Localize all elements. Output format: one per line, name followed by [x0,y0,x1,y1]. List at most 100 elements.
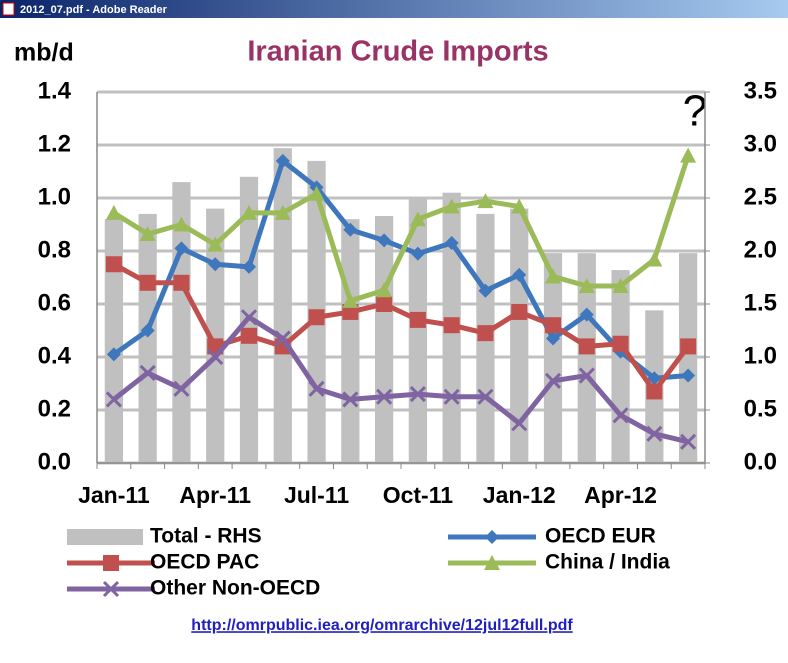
y2-tick-label: 3.0 [744,130,777,157]
marker [485,530,499,544]
y2-tick-label: 0.5 [744,395,777,422]
legend-label: Other Non-OECD [150,577,320,600]
bar [138,213,157,463]
marker [241,204,257,220]
marker [103,555,119,571]
marker [680,147,697,163]
marker [546,331,560,346]
marker [444,236,459,251]
x-tick-label: Oct-11 [383,482,454,508]
marker [578,277,595,293]
plot-area [104,147,698,464]
legend-label: OECD PAC [150,551,259,574]
marker [376,296,393,312]
legend-label: OECD EUR [545,525,656,548]
marker [242,259,256,274]
marker [105,391,122,408]
marker [173,380,190,397]
y2-tick-label: 3.5 [744,77,777,104]
y-tick-label: 0.0 [38,448,71,475]
marker [511,415,528,432]
marker [174,241,189,256]
x-tick-label: Jan-11 [78,482,150,508]
series-line [112,314,689,445]
legend-item: Total - RHS [67,525,262,548]
y-tick-label: 0.4 [38,342,72,369]
marker [377,233,392,248]
marker [241,327,257,344]
bar [678,253,698,463]
bar [273,148,292,463]
marker [308,309,325,326]
x-tick-label: Jan-12 [483,482,556,508]
legend-item: OECD PAC [67,551,259,574]
marker [544,372,562,389]
marker [680,338,697,355]
marker [646,251,663,267]
legend-label: China / India [545,551,670,574]
bar [543,253,563,463]
marker [477,193,494,209]
marker [106,347,121,362]
marker [646,383,663,400]
y-tick-label: 0.8 [38,236,71,263]
marker [274,330,291,347]
legend-swatch [67,529,143,545]
y-axis-label: mb/d [14,39,74,67]
legend-item: OECD EUR [448,525,656,548]
annotation: ? [683,87,707,136]
marker [579,307,594,322]
marker [173,216,190,232]
y2-tick-label: 1.5 [744,289,777,316]
y-tick-label: 1.0 [38,183,71,210]
x-tick-label: Apr-12 [584,482,657,508]
marker [612,277,629,293]
x-tick-label: Apr-11 [179,482,251,508]
marker [139,364,156,381]
legend-label: Total - RHS [150,525,262,548]
marker [409,386,426,403]
marker [484,555,500,570]
marker [478,283,493,298]
y-tick-label: 0.6 [38,289,71,316]
marker [240,309,258,326]
marker [477,325,494,342]
source-link[interactable]: http://omrpublic.iea.org/omrarchive/12ju… [191,617,573,634]
y2-tick-label: 2.5 [744,183,777,210]
marker [207,348,224,366]
marker [140,323,155,338]
marker [680,433,697,450]
bar [341,219,360,463]
marker [207,236,224,252]
marker [477,388,494,405]
marker [409,211,426,227]
legend-item: China / India [448,551,670,574]
marker [545,268,561,284]
marker [274,204,291,220]
y-tick-label: 0.2 [38,395,71,422]
marker [376,388,393,405]
y-tick-label: 1.4 [38,77,72,104]
marker [646,425,663,442]
marker [105,204,122,220]
marker [308,380,325,397]
marker [275,153,290,168]
legend-item: Other Non-OECD [67,577,320,600]
marker [208,257,223,272]
y2-tick-label: 0.0 [744,448,777,475]
marker [511,198,528,214]
marker [102,580,120,598]
title-bar [0,0,788,18]
marker [105,256,122,273]
source-link-text[interactable]: http://omrpublic.iea.org/omrarchive/12ju… [191,617,573,634]
marker [342,391,359,408]
bar [206,208,225,463]
marker [410,246,425,261]
marker [342,303,359,320]
marker [443,317,460,334]
series-line [112,154,691,304]
bar [374,216,394,463]
x-tick-label: Jul-11 [284,482,349,508]
marker [308,185,325,201]
